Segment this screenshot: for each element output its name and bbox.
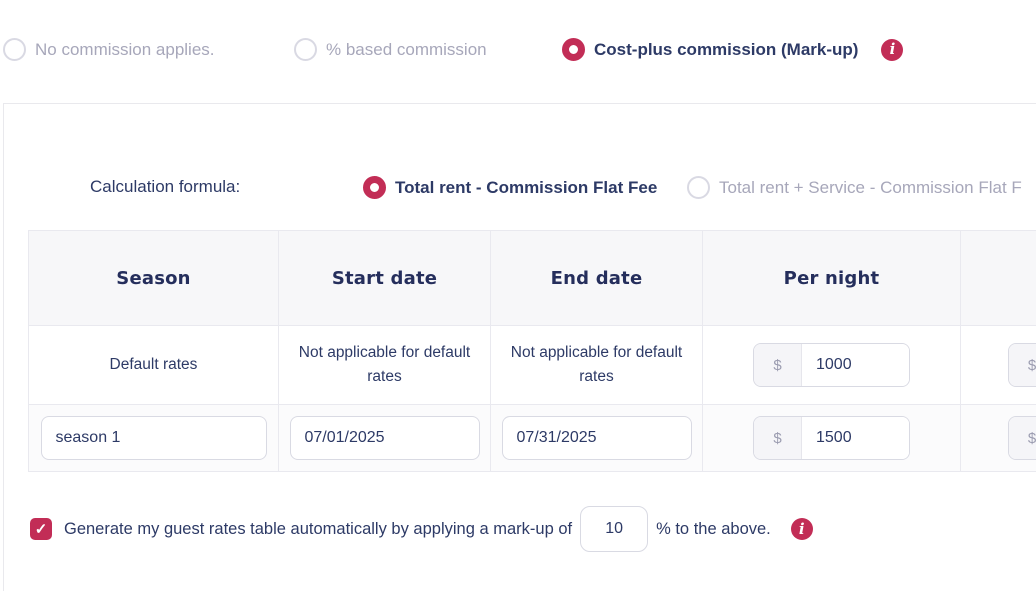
table-row-default-end-cell: Not applicable for default rates	[491, 325, 703, 404]
markup-text-before: Generate my guest rates table automatica…	[64, 519, 573, 538]
radio-cost-plus-commission-label[interactable]: Cost-plus commission (Mark-up)	[594, 40, 859, 59]
season-name-input[interactable]	[40, 416, 267, 460]
radio-unselected-icon[interactable]	[687, 176, 710, 199]
table-row-season1-end-cell	[491, 404, 703, 471]
radio-percent-commission[interactable]: % based commission	[294, 38, 487, 61]
seasonal-rates-table: Season Start date End date Per night Def…	[28, 230, 1036, 472]
table-row-default-start-cell: Not applicable for default rates	[279, 325, 491, 404]
markup-info-icon[interactable]: i	[790, 518, 813, 540]
default-per-night-input-group: $	[753, 343, 910, 387]
season1-per-night-input[interactable]	[802, 417, 909, 459]
table-row-season1-per-night-cell: $	[703, 404, 961, 471]
radio-formula-total-rent[interactable]: Total rent - Commission Flat Fee	[363, 176, 657, 199]
radio-selected-icon[interactable]	[562, 38, 585, 61]
markup-row: ✓ Generate my guest rates table automati…	[30, 506, 813, 552]
table-row-season1-season-cell	[29, 404, 279, 471]
column-header-end-date: End date	[491, 231, 703, 325]
column-header-cutoff	[961, 231, 1036, 325]
markup-text-after: % to the above.	[656, 519, 771, 538]
radio-no-commission-label[interactable]: No commission applies.	[35, 40, 215, 59]
column-header-per-night: Per night	[703, 231, 961, 325]
table-row-season1-cutoff-cell: $	[961, 404, 1036, 471]
info-icon[interactable]: i	[881, 38, 904, 61]
radio-unselected-icon[interactable]	[3, 38, 26, 61]
currency-symbol: $	[754, 344, 802, 386]
default-per-night-input[interactable]	[802, 344, 909, 386]
calculation-formula-label: Calculation formula:	[90, 177, 241, 196]
radio-cost-plus-commission[interactable]: Cost-plus commission (Mark-up) i	[562, 38, 904, 61]
table-row-default-cutoff-cell: $	[961, 325, 1036, 404]
default-rates-label: Default rates	[109, 355, 198, 373]
currency-symbol: $	[1008, 344, 1036, 386]
radio-unselected-icon[interactable]	[294, 38, 317, 61]
currency-symbol: $	[1008, 417, 1036, 459]
not-applicable-end-label: Not applicable for default rates	[510, 343, 683, 385]
table-row-default-season-cell: Default rates	[29, 325, 279, 404]
markup-checkbox[interactable]: ✓	[30, 518, 52, 540]
radio-percent-commission-label[interactable]: % based commission	[326, 40, 487, 59]
table-row-season1-start-cell	[279, 404, 491, 471]
radio-selected-icon[interactable]	[363, 176, 386, 199]
end-date-input[interactable]	[501, 416, 692, 460]
radio-formula-total-rent-service-label[interactable]: Total rent + Service - Commission Flat F	[719, 178, 1022, 197]
start-date-input[interactable]	[289, 416, 480, 460]
table-row-default-per-night-cell: $	[703, 325, 961, 404]
markup-percent-input[interactable]	[580, 506, 649, 552]
season1-per-night-input-group: $	[753, 416, 910, 460]
radio-formula-total-rent-label[interactable]: Total rent - Commission Flat Fee	[395, 178, 658, 197]
season1-cutoff-input-group: $	[1007, 416, 1036, 460]
column-header-start-date: Start date	[279, 231, 491, 325]
default-cutoff-input-group: $	[1007, 343, 1036, 387]
radio-formula-total-rent-service[interactable]: Total rent + Service - Commission Flat F	[687, 176, 1022, 199]
not-applicable-start-label: Not applicable for default rates	[298, 343, 471, 385]
radio-no-commission[interactable]: No commission applies.	[3, 38, 215, 61]
column-header-season: Season	[29, 231, 279, 325]
currency-symbol: $	[754, 417, 802, 459]
